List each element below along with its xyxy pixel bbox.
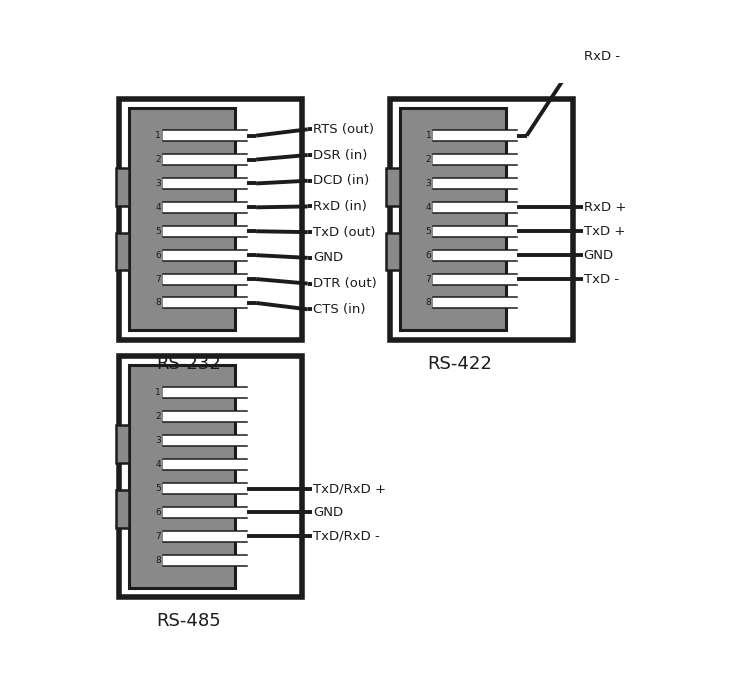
Text: 4: 4 (155, 460, 161, 469)
Bar (386, 233, 400, 270)
Bar (434, 274, 517, 285)
Text: TxD +: TxD + (584, 225, 625, 238)
Bar (386, 168, 400, 206)
Bar (163, 435, 246, 446)
Text: 7: 7 (426, 274, 431, 284)
Bar (163, 130, 246, 141)
Text: TxD (out): TxD (out) (313, 226, 376, 238)
Bar (434, 202, 517, 213)
Bar (163, 249, 246, 260)
Bar (434, 249, 517, 260)
Bar (119, 356, 302, 597)
Bar (163, 226, 246, 237)
Text: CTS (in): CTS (in) (313, 302, 365, 316)
Bar (115, 490, 129, 528)
Text: 4: 4 (155, 203, 161, 212)
Text: 6: 6 (426, 251, 431, 260)
Bar (163, 298, 246, 309)
Bar (434, 226, 517, 237)
Text: RS-422: RS-422 (427, 355, 492, 373)
Bar (163, 531, 246, 542)
Text: GND: GND (313, 251, 343, 265)
Text: 6: 6 (155, 508, 161, 517)
Text: 4: 4 (426, 203, 431, 212)
Text: 5: 5 (155, 227, 161, 236)
Bar (129, 365, 235, 588)
Bar (434, 178, 517, 189)
Text: 6: 6 (155, 251, 161, 260)
Text: GND: GND (313, 506, 343, 519)
Bar (163, 507, 246, 518)
Text: DTR (out): DTR (out) (313, 277, 377, 290)
Text: TxD/RxD -: TxD/RxD - (313, 530, 380, 543)
Text: 2: 2 (155, 155, 161, 164)
Bar (400, 108, 506, 331)
Bar (163, 411, 246, 422)
Bar (115, 426, 129, 463)
Bar (163, 178, 246, 189)
Text: RxD -: RxD - (584, 50, 620, 63)
Text: 1: 1 (155, 131, 161, 140)
Bar (163, 483, 246, 494)
Text: TxD -: TxD - (584, 273, 619, 285)
Text: 8: 8 (155, 556, 161, 565)
Text: 2: 2 (155, 412, 161, 422)
Text: DSR (in): DSR (in) (313, 149, 368, 161)
Text: RS-232: RS-232 (157, 355, 221, 373)
Text: 7: 7 (155, 274, 161, 284)
Bar (163, 202, 246, 213)
Text: RTS (out): RTS (out) (313, 123, 374, 136)
Text: 2: 2 (426, 155, 431, 164)
Text: RxD (in): RxD (in) (313, 200, 367, 213)
Text: 3: 3 (426, 179, 431, 188)
Bar (434, 154, 517, 165)
Bar (163, 555, 246, 566)
Text: 8: 8 (426, 298, 431, 307)
Text: 5: 5 (426, 227, 431, 236)
Bar (163, 154, 246, 165)
Bar (115, 233, 129, 270)
Text: TxD/RxD +: TxD/RxD + (313, 482, 386, 495)
Bar (163, 387, 246, 398)
Bar (163, 274, 246, 285)
Bar (119, 99, 302, 340)
Text: 8: 8 (155, 298, 161, 307)
Text: 1: 1 (155, 389, 161, 398)
Text: GND: GND (584, 249, 614, 262)
Bar (115, 168, 129, 206)
Bar (434, 130, 517, 141)
Bar (434, 298, 517, 309)
Bar (390, 99, 573, 340)
Bar (163, 459, 246, 470)
Text: RxD +: RxD + (584, 200, 626, 214)
Text: 5: 5 (155, 484, 161, 493)
Text: 1: 1 (426, 131, 431, 140)
Text: RS-485: RS-485 (157, 612, 221, 630)
Text: 7: 7 (155, 532, 161, 541)
Text: 3: 3 (155, 436, 161, 445)
Text: 3: 3 (155, 179, 161, 188)
Text: DCD (in): DCD (in) (313, 174, 369, 187)
Bar (129, 108, 235, 331)
